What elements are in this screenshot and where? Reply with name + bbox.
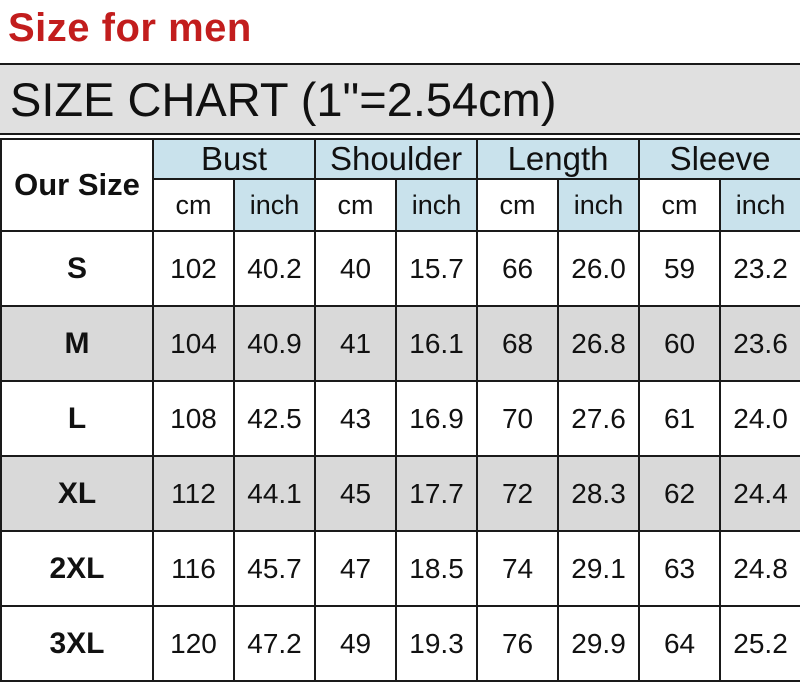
cell-bust-inch: 40.2 — [232, 230, 317, 307]
group-header-sleeve: Sleeve — [638, 138, 800, 180]
cell-sleeve-cm: 61 — [638, 380, 722, 457]
cell-length-inch: 26.8 — [557, 305, 641, 382]
cell-bust-inch: 47.2 — [232, 605, 317, 682]
unit-header-bust-cm: cm — [152, 178, 235, 232]
unit-header-sleeve-inch: inch — [719, 178, 800, 232]
cell-sleeve-inch: 24.4 — [719, 455, 800, 532]
size-label: S — [0, 230, 154, 307]
cell-bust-cm: 120 — [152, 605, 235, 682]
cell-length-cm: 72 — [476, 455, 560, 532]
cell-bust-cm: 102 — [152, 230, 235, 307]
unit-header-sleeve-cm: cm — [638, 178, 722, 232]
cell-shoulder-cm: 41 — [314, 305, 398, 382]
cell-shoulder-inch: 18.5 — [395, 530, 479, 607]
cell-bust-inch: 45.7 — [232, 530, 317, 607]
cell-length-inch: 26.0 — [557, 230, 641, 307]
cell-length-inch: 29.1 — [557, 530, 641, 607]
unit-header-shoulder-cm: cm — [314, 178, 398, 232]
cell-bust-cm: 104 — [152, 305, 235, 382]
cell-length-cm: 74 — [476, 530, 560, 607]
cell-shoulder-cm: 45 — [314, 455, 398, 532]
cell-length-cm: 76 — [476, 605, 560, 682]
table-row-3xl: 3XL 120 47.2 49 19.3 76 29.9 64 25.2 — [0, 605, 800, 682]
cell-sleeve-inch: 24.0 — [719, 380, 800, 457]
corner-header-our-size: Our Size — [0, 138, 154, 232]
group-header-bust: Bust — [151, 138, 317, 180]
size-chart-banner-title: SIZE CHART (1"=2.54cm) — [10, 72, 557, 126]
cell-shoulder-inch: 16.1 — [395, 305, 479, 382]
table-row-s: S 102 40.2 40 15.7 66 26.0 59 23.2 — [0, 230, 800, 307]
unit-header-shoulder-inch: inch — [395, 178, 479, 232]
cell-shoulder-inch: 17.7 — [395, 455, 479, 532]
size-label: 3XL — [0, 605, 154, 682]
group-header-shoulder: Shoulder — [314, 138, 479, 180]
cell-sleeve-cm: 64 — [638, 605, 722, 682]
group-header-row: Our Size Bust Shoulder Length Sleeve — [0, 138, 800, 232]
cell-sleeve-inch: 23.2 — [719, 230, 800, 307]
cell-sleeve-cm: 59 — [638, 230, 722, 307]
cell-bust-cm: 112 — [152, 455, 235, 532]
cell-sleeve-cm: 63 — [638, 530, 722, 607]
table-row-l: L 108 42.5 43 16.9 70 27.6 61 24.0 — [0, 380, 800, 457]
table-row-2xl: 2XL 116 45.7 47 18.5 74 29.1 63 24.8 — [0, 530, 800, 607]
cell-shoulder-inch: 19.3 — [395, 605, 479, 682]
cell-shoulder-cm: 40 — [314, 230, 398, 307]
cell-sleeve-cm: 62 — [638, 455, 722, 532]
size-label: L — [0, 380, 154, 457]
cell-shoulder-cm: 43 — [314, 380, 398, 457]
cell-shoulder-cm: 49 — [314, 605, 398, 682]
cell-length-inch: 27.6 — [557, 380, 641, 457]
size-chart-banner: SIZE CHART (1"=2.54cm) — [0, 63, 800, 135]
cell-bust-inch: 44.1 — [232, 455, 317, 532]
size-label: XL — [0, 455, 154, 532]
unit-header-length-inch: inch — [557, 178, 641, 232]
cell-length-inch: 28.3 — [557, 455, 641, 532]
cell-shoulder-inch: 15.7 — [395, 230, 479, 307]
cell-bust-inch: 42.5 — [232, 380, 317, 457]
unit-header-length-cm: cm — [476, 178, 560, 232]
size-label: M — [0, 305, 154, 382]
cell-length-cm: 66 — [476, 230, 560, 307]
unit-header-row: cm inch cm inch cm inch cm inch — [1, 178, 800, 232]
table-row-m: M 104 40.9 41 16.1 68 26.8 60 23.6 — [0, 305, 800, 382]
group-header-length: Length — [476, 138, 641, 180]
cell-shoulder-cm: 47 — [314, 530, 398, 607]
page-title: Size for men — [8, 6, 252, 50]
cell-sleeve-inch: 24.8 — [719, 530, 800, 607]
cell-bust-cm: 116 — [152, 530, 235, 607]
cell-bust-inch: 40.9 — [232, 305, 317, 382]
unit-header-bust-inch: inch — [232, 178, 317, 232]
size-table: Our Size Bust Shoulder Length Sleeve cm … — [0, 138, 800, 682]
size-chart-page: Size for men SIZE CHART (1"=2.54cm) Our … — [0, 6, 800, 682]
table-row-xl: XL 112 44.1 45 17.7 72 28.3 62 24.4 — [0, 455, 800, 532]
cell-length-cm: 70 — [476, 380, 560, 457]
cell-sleeve-inch: 25.2 — [719, 605, 800, 682]
cell-length-inch: 29.9 — [557, 605, 641, 682]
cell-sleeve-cm: 60 — [638, 305, 722, 382]
cell-length-cm: 68 — [476, 305, 560, 382]
cell-shoulder-inch: 16.9 — [395, 380, 479, 457]
size-label: 2XL — [0, 530, 154, 607]
cell-bust-cm: 108 — [152, 380, 235, 457]
cell-sleeve-inch: 23.6 — [719, 305, 800, 382]
